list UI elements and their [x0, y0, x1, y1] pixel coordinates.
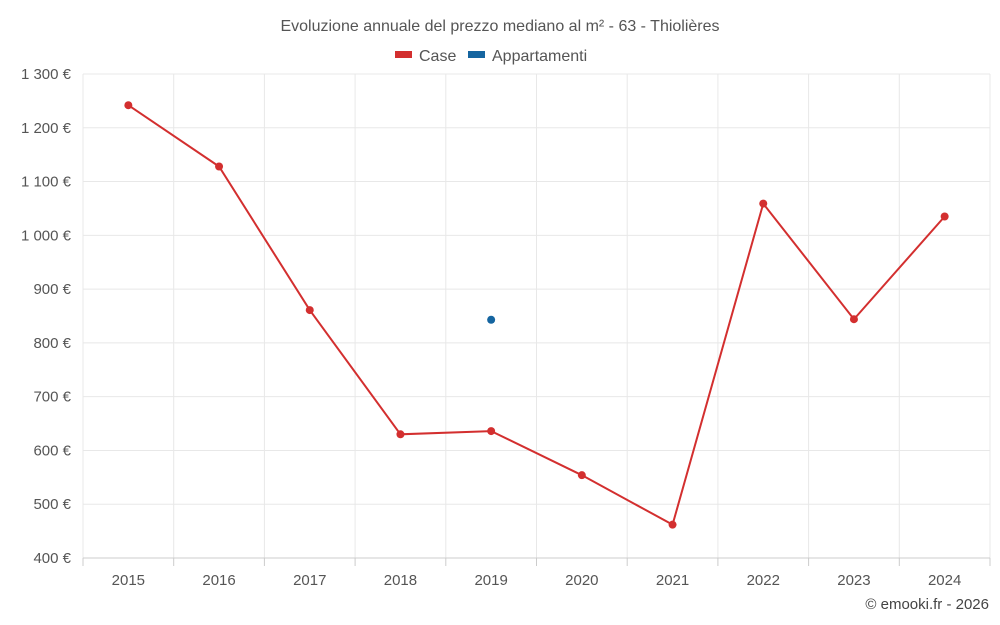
chart-title: Evoluzione annuale del prezzo mediano al… [280, 18, 719, 35]
x-tick-label: 2017 [293, 572, 326, 589]
y-axis: 400 € 500 € 600 € 700 € 800 € 900 € 1 000 € 1 1… [21, 66, 72, 567]
data-point-case[interactable] [396, 430, 405, 439]
y-tick-label: 400 € [33, 550, 71, 567]
data-point-case[interactable] [124, 101, 133, 110]
x-tick-label: 2015 [112, 572, 145, 589]
legend-swatch-case [395, 51, 412, 58]
data-point-case[interactable] [668, 520, 677, 529]
legend-swatch-appartamenti [468, 51, 485, 58]
y-tick-label: 500 € [33, 496, 71, 513]
legend-label-appartamenti[interactable]: Appartamenti [492, 48, 587, 65]
y-tick-label: 1 300 € [21, 66, 72, 83]
x-tick-label: 2022 [747, 572, 780, 589]
data-point-case[interactable] [487, 427, 496, 436]
x-tick-label: 2019 [474, 572, 507, 589]
y-tick-label: 800 € [33, 335, 71, 352]
y-tick-label: 900 € [33, 281, 71, 298]
grid [82, 73, 991, 559]
x-tick-label: 2016 [202, 572, 235, 589]
data-point-case[interactable] [215, 162, 224, 171]
data-point-case[interactable] [940, 212, 949, 221]
x-tick-label: 2024 [928, 572, 961, 589]
x-tick-label: 2023 [837, 572, 870, 589]
y-tick-label: 700 € [33, 389, 71, 406]
legend: Case Appartamenti [395, 48, 587, 65]
x-axis: 2015 2016 2017 2018 2019 2020 2021 2022 2023 2024 [82, 557, 991, 589]
data-point-case[interactable] [849, 315, 858, 324]
data-point-case[interactable] [577, 471, 586, 480]
y-tick-label: 1 100 € [21, 174, 72, 191]
y-tick-label: 1 000 € [21, 227, 72, 244]
data-point-case[interactable] [305, 306, 314, 315]
x-tick-label: 2018 [384, 572, 417, 589]
y-tick-label: 600 € [33, 442, 71, 459]
x-tick-label: 2021 [656, 572, 689, 589]
x-tick-label: 2020 [565, 572, 598, 589]
data-point-case[interactable] [759, 199, 768, 208]
legend-label-case[interactable]: Case [419, 48, 456, 65]
y-tick-label: 1 200 € [21, 120, 72, 137]
series [124, 101, 949, 529]
series-line-case [127, 104, 946, 527]
data-point-appartamenti[interactable] [487, 315, 496, 324]
credit-text: © emooki.fr - 2026 [865, 596, 989, 613]
